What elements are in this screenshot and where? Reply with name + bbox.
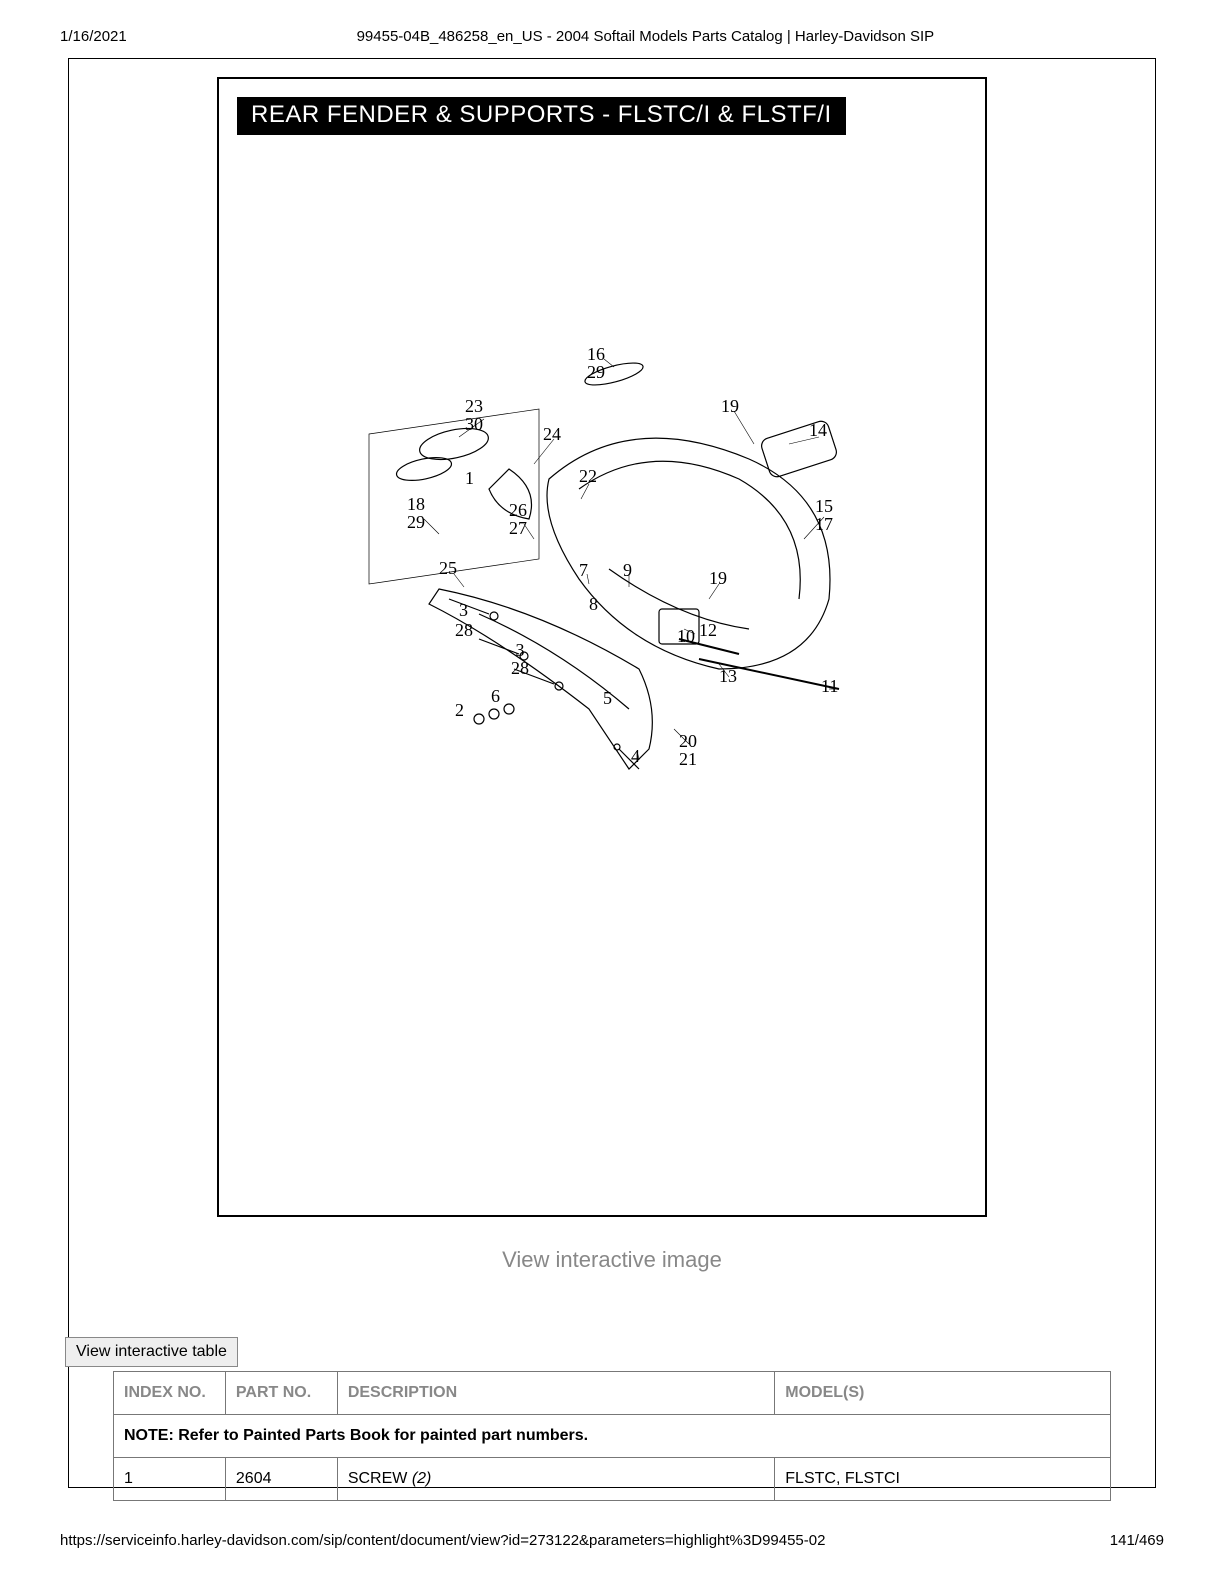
col-part: PART NO. [225,1372,337,1415]
diagram-callout: 1829 [407,495,425,531]
parts-table: INDEX NO. PART NO. DESCRIPTION MODEL(S) … [113,1371,1111,1501]
footer-url: https://serviceinfo.harley-davidson.com/… [60,1532,825,1549]
page-frame: REAR FENDER & SUPPORTS - FLSTC/I & FLSTF… [68,58,1156,1488]
diagram-callout: 1629 [587,345,605,381]
table-note: NOTE: Refer to Painted Parts Book for pa… [114,1415,1111,1458]
diagram-callout: 2021 [679,732,697,768]
diagram-callout: 13 [719,667,737,685]
cell-index: 1 [114,1458,226,1501]
diagram-title: REAR FENDER & SUPPORTS - FLSTC/I & FLSTF… [237,97,846,135]
diagram-callout: 19 [721,397,739,415]
diagram-callout: 2627 [509,501,527,537]
print-footer: https://serviceinfo.harley-davidson.com/… [0,1532,1224,1549]
diagram-callout: 1 [465,469,474,487]
print-date: 1/16/2021 [60,28,127,45]
cell-models: FLSTC, FLSTCI [775,1458,1111,1501]
col-index: INDEX NO. [114,1372,226,1415]
col-desc: DESCRIPTION [337,1372,774,1415]
diagram-callout: 2330 [465,397,483,433]
diagram-callout: 24 [543,425,561,443]
view-interactive-table-button[interactable]: View interactive table [65,1337,238,1367]
diagram-callout: 10 [677,627,695,645]
diagram-callout: 7 [579,561,588,579]
diagram-callout: 12 [699,621,717,639]
diagram-callout: 328 [511,641,529,677]
diagram-callout: 4 [631,747,640,765]
print-header: 1/16/2021 99455-04B_486258_en_US - 2004 … [0,28,1224,45]
diagram-callout: 14 [809,421,827,439]
diagram-callout: 19 [709,569,727,587]
diagram-callout: 25 [439,559,457,577]
diagram-callout: 22 [579,467,597,485]
view-interactive-image-link[interactable]: View interactive image [69,1247,1155,1273]
print-title: 99455-04B_486258_en_US - 2004 Softail Mo… [60,28,1164,45]
diagram-callout: 28 [455,621,473,639]
diagram-callout: 9 [623,561,632,579]
diagram-callout: 8 [589,595,598,613]
cell-desc: SCREW (2) [337,1458,774,1501]
diagram-callout: 1517 [815,497,833,533]
diagram-callout: 2 [455,701,464,719]
table-header-row: INDEX NO. PART NO. DESCRIPTION MODEL(S) [114,1372,1111,1415]
diagram-callout: 6 [491,687,500,705]
diagram-callout: 11 [821,677,838,695]
cell-part: 2604 [225,1458,337,1501]
callout-layer: 1629233024191412218292627151725791938281… [279,339,929,899]
col-models: MODEL(S) [775,1372,1111,1415]
diagram-container: REAR FENDER & SUPPORTS - FLSTC/I & FLSTF… [217,77,987,1217]
diagram-callout: 5 [603,689,612,707]
table-note-row: NOTE: Refer to Painted Parts Book for pa… [114,1415,1111,1458]
table-row: 1 2604 SCREW (2) FLSTC, FLSTCI [114,1458,1111,1501]
footer-page: 141/469 [1110,1532,1164,1549]
diagram-callout: 3 [459,601,468,619]
